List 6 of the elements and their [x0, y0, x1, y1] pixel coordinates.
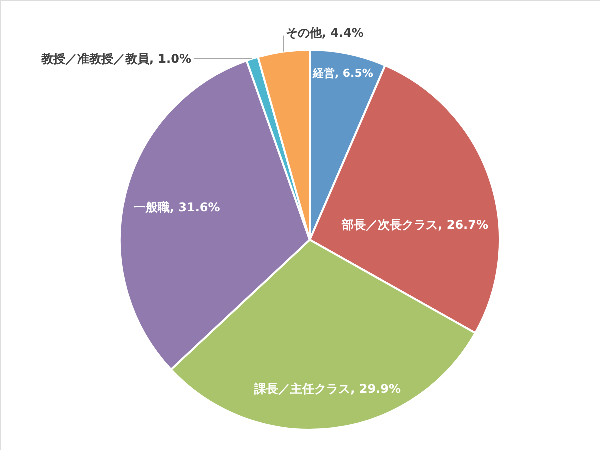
slice-label: 課長／主任クラス, 29.9%	[254, 382, 402, 396]
slice-label: 一般職, 31.6%	[134, 200, 220, 214]
slice-label: 教授／准教授／教員, 1.0%	[40, 52, 192, 66]
slice-label: 部長／次長クラス, 26.7%	[341, 218, 488, 232]
slice-label: 経営, 6.5%	[312, 66, 374, 80]
slice-label: その他, 4.4%	[286, 26, 364, 40]
